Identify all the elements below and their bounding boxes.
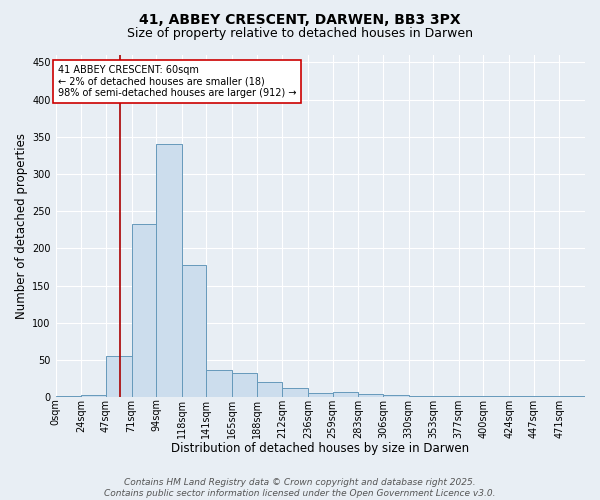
Bar: [206, 370, 232, 397]
Text: Size of property relative to detached houses in Darwen: Size of property relative to detached ho…: [127, 28, 473, 40]
Bar: [283, 388, 308, 397]
Text: Contains HM Land Registry data © Crown copyright and database right 2025.
Contai: Contains HM Land Registry data © Crown c…: [104, 478, 496, 498]
X-axis label: Distribution of detached houses by size in Darwen: Distribution of detached houses by size …: [171, 442, 469, 455]
Bar: [257, 382, 283, 397]
Bar: [232, 372, 257, 397]
Bar: [459, 396, 484, 397]
Bar: [533, 396, 559, 397]
Text: 41, ABBEY CRESCENT, DARWEN, BB3 3PX: 41, ABBEY CRESCENT, DARWEN, BB3 3PX: [139, 12, 461, 26]
Bar: [433, 396, 459, 397]
Bar: [509, 396, 533, 397]
Bar: [409, 396, 433, 397]
Bar: [559, 396, 585, 397]
Bar: [484, 396, 509, 397]
Bar: [82, 395, 106, 397]
Bar: [106, 356, 131, 397]
Y-axis label: Number of detached properties: Number of detached properties: [15, 133, 28, 319]
Bar: [131, 224, 156, 397]
Bar: [308, 392, 332, 397]
Bar: [156, 144, 182, 397]
Bar: [358, 394, 383, 397]
Bar: [383, 395, 409, 397]
Bar: [182, 264, 206, 397]
Bar: [56, 396, 82, 397]
Bar: [332, 392, 358, 397]
Text: 41 ABBEY CRESCENT: 60sqm
← 2% of detached houses are smaller (18)
98% of semi-de: 41 ABBEY CRESCENT: 60sqm ← 2% of detache…: [58, 64, 296, 98]
